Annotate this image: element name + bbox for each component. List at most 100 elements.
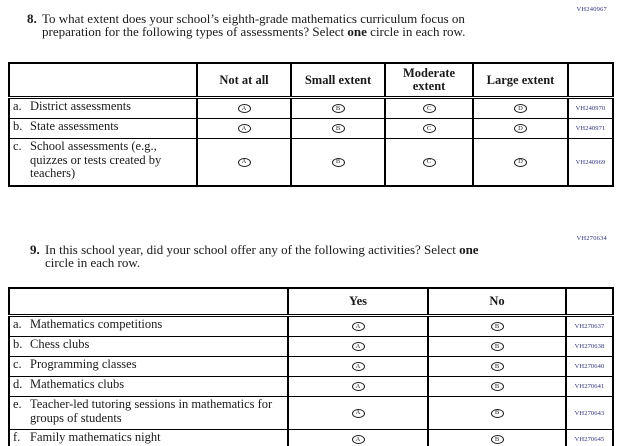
row-label: School assessments (e.g., quizzes or tes… xyxy=(30,139,162,180)
answer-oval[interactable]: B xyxy=(331,157,345,167)
table-row-district-assessments: a. District assessments A B C D VH240970 xyxy=(8,97,614,119)
row-label: District assessments xyxy=(30,99,132,113)
header-code-empty xyxy=(565,287,614,317)
answer-oval[interactable]: A xyxy=(351,342,365,352)
question-8-item-code: VH240967 xyxy=(576,6,607,13)
option-cell: A xyxy=(287,315,429,337)
option-cell: C xyxy=(384,118,474,139)
row-item-code: VH270638 xyxy=(565,336,614,357)
question-8-bold-word: one xyxy=(347,24,367,39)
header-row: Not at all Small extent Moderate extent … xyxy=(8,62,614,99)
row-letter: b. xyxy=(13,337,23,351)
question-8-number: 8. xyxy=(27,11,37,26)
answer-oval[interactable]: A xyxy=(237,157,251,167)
answer-oval[interactable]: A xyxy=(351,408,365,418)
question-9-line1-prefix: In this school year, did your school off… xyxy=(45,242,460,257)
table-row-state-assessments: b. State assessments A B C D VH240971 xyxy=(8,118,614,139)
row-item-code: VH240971 xyxy=(567,118,614,139)
option-cell: B xyxy=(427,429,567,446)
row-item-code: VH270641 xyxy=(565,376,614,397)
row-label-cell: c. Programming classes xyxy=(8,356,289,377)
answer-oval[interactable]: C xyxy=(422,157,436,167)
option-cell: A xyxy=(287,396,429,430)
question-8-response-table: Not at all Small extent Moderate extent … xyxy=(8,62,614,187)
answer-oval[interactable]: A xyxy=(351,382,365,392)
option-cell: C xyxy=(384,138,474,187)
answer-oval[interactable]: B xyxy=(490,342,504,352)
option-cell: A xyxy=(196,138,292,187)
header-yes: Yes xyxy=(287,287,429,317)
option-cell: A xyxy=(287,336,429,357)
answer-oval[interactable]: B xyxy=(490,435,504,445)
question-8-line1: To what extent does your school’s eighth… xyxy=(42,11,465,26)
header-large-extent: Large extent xyxy=(472,62,569,99)
table-row-mathematics-clubs: d. Mathematics clubs A B VH270641 xyxy=(8,376,614,397)
answer-oval[interactable]: B xyxy=(331,104,345,114)
row-item-code: VH270643 xyxy=(565,396,614,430)
row-letter: c. xyxy=(13,357,22,371)
row-label: Teacher-led tutoring sessions in mathema… xyxy=(30,397,273,425)
header-not-at-all: Not at all xyxy=(196,62,292,99)
option-cell: A xyxy=(287,356,429,377)
answer-oval[interactable]: B xyxy=(490,408,504,418)
row-label: State assessments xyxy=(30,119,119,133)
answer-oval[interactable]: D xyxy=(514,124,527,134)
table-row-teacher-led-tutoring: e. Teacher-led tutoring sessions in mathe… xyxy=(8,396,614,430)
answer-oval[interactable]: B xyxy=(490,382,504,392)
answer-oval[interactable]: A xyxy=(351,322,365,332)
answer-oval[interactable]: D xyxy=(514,104,527,114)
header-small-extent: Small extent xyxy=(290,62,386,99)
row-label-cell: c. School assessments (e.g., quizzes or t… xyxy=(8,138,198,187)
row-label-cell: b. Chess clubs xyxy=(8,336,289,357)
row-item-code: VH240969 xyxy=(567,138,614,187)
header-cell-empty xyxy=(8,287,289,317)
answer-oval[interactable]: B xyxy=(490,362,504,372)
option-cell: B xyxy=(290,118,386,139)
answer-oval[interactable]: D xyxy=(514,157,527,167)
row-label-cell: d. Mathematics clubs xyxy=(8,376,289,397)
answer-oval[interactable]: B xyxy=(331,124,345,134)
header-cell-empty xyxy=(8,62,198,99)
option-cell: D xyxy=(472,138,569,187)
question-9-line2: circle in each row. xyxy=(45,255,141,270)
header-row: Yes No xyxy=(8,287,614,317)
row-label: Chess clubs xyxy=(30,337,90,351)
row-label-cell: a. District assessments xyxy=(8,97,198,119)
row-label-cell: e. Teacher-led tutoring sessions in mathe… xyxy=(8,396,289,430)
row-letter: e. xyxy=(13,397,22,411)
table-row-programming-classes: c. Programming classes A B VH270640 xyxy=(8,356,614,377)
answer-oval[interactable]: A xyxy=(351,362,365,372)
answer-oval[interactable]: C xyxy=(422,104,436,114)
answer-oval[interactable]: A xyxy=(237,104,251,114)
row-label: Programming classes xyxy=(30,357,137,371)
row-letter: a. xyxy=(13,99,22,113)
answer-oval[interactable]: B xyxy=(490,322,504,332)
answer-oval[interactable]: A xyxy=(237,124,251,134)
row-letter: d. xyxy=(13,377,23,391)
row-item-code: VH270640 xyxy=(565,356,614,377)
option-cell: B xyxy=(427,315,567,337)
question-9: 9. In this school year, did your school … xyxy=(30,243,550,269)
table-row-school-assessments: c. School assessments (e.g., quizzes or t… xyxy=(8,138,614,187)
header-no: No xyxy=(427,287,567,317)
row-label: Family mathematics night xyxy=(30,430,161,444)
row-letter: c. xyxy=(13,139,22,153)
table-row-mathematics-competitions: a. Mathematics competitions A B VH270637 xyxy=(8,315,614,337)
option-cell: A xyxy=(287,429,429,446)
option-cell: B xyxy=(427,356,567,377)
option-cell: B xyxy=(427,336,567,357)
option-cell: B xyxy=(290,97,386,119)
answer-oval[interactable]: A xyxy=(351,435,365,445)
option-cell: D xyxy=(472,118,569,139)
table-row-family-mathematics-night: f. Family mathematics night A B VH270645 xyxy=(8,429,614,446)
question-9-bold-word: one xyxy=(459,242,479,257)
row-item-code: VH270645 xyxy=(565,429,614,446)
option-cell: D xyxy=(472,97,569,119)
option-cell: B xyxy=(427,376,567,397)
question-8: 8. To what extent does your school’s eig… xyxy=(27,12,542,38)
question-8-text: To what extent does your school’s eighth… xyxy=(42,12,465,38)
answer-oval[interactable]: C xyxy=(422,124,436,134)
option-cell: B xyxy=(427,396,567,430)
header-code-empty xyxy=(567,62,614,99)
